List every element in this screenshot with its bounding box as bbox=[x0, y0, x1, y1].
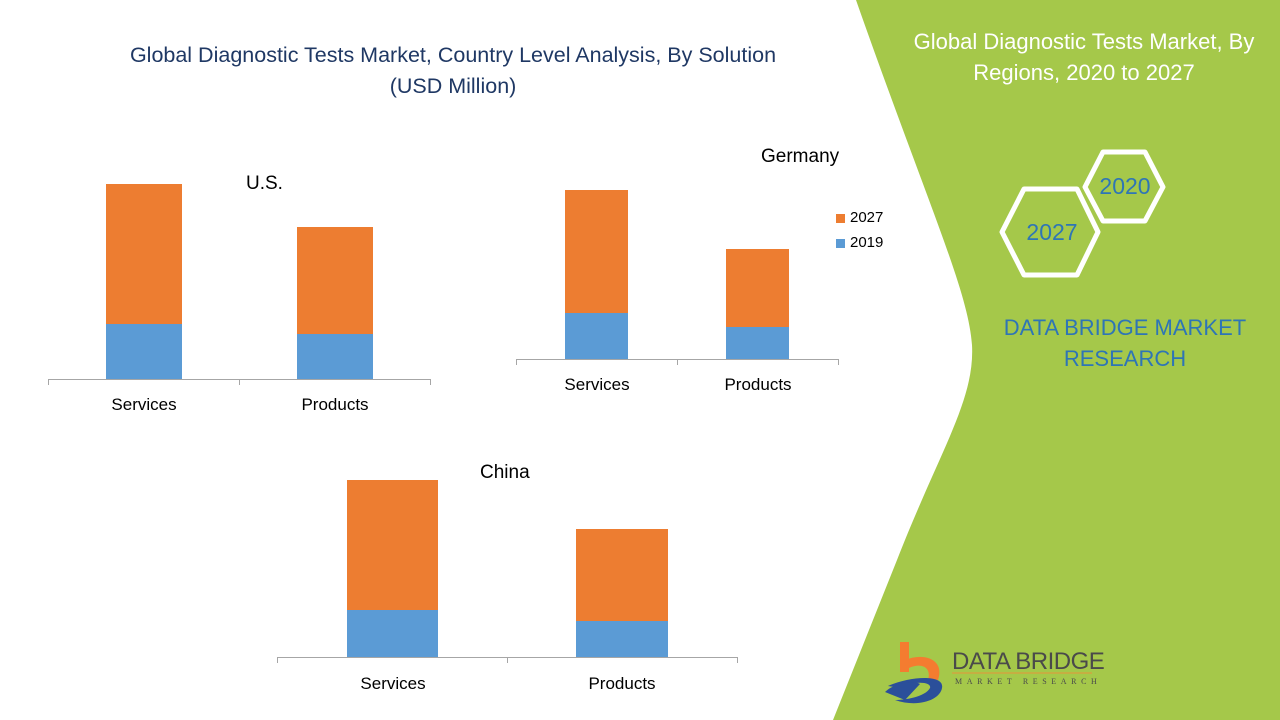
category-label: Services bbox=[360, 674, 426, 693]
axis-tick bbox=[430, 379, 431, 385]
bar-china-services-2019 bbox=[347, 610, 438, 657]
side-panel-title: Global Diagnostic Tests Market, By Regio… bbox=[913, 29, 1255, 85]
bar-china-products-2027 bbox=[576, 529, 668, 621]
brand-name: DATA BRIDGE MARKET RESEARCH bbox=[1003, 315, 1247, 371]
chart-title-germany: Germany bbox=[761, 146, 840, 167]
bar-germany-services-2027 bbox=[565, 190, 628, 313]
legend-swatch-2019 bbox=[836, 239, 845, 248]
bar-us-products-2027 bbox=[297, 227, 373, 334]
legend-label-2027: 2027 bbox=[850, 209, 884, 226]
bar-us-services-2027 bbox=[106, 184, 182, 324]
bar-china-products-2019 bbox=[576, 621, 668, 657]
hexagon-2027-outline bbox=[999, 186, 1101, 278]
logo-mark-icon bbox=[885, 642, 943, 704]
axis-tick bbox=[677, 359, 678, 365]
chart-title-china: China bbox=[480, 462, 530, 483]
axis-tick bbox=[737, 657, 738, 663]
legend-swatch-2027 bbox=[836, 214, 845, 223]
hexagon-2027-label: 2027 bbox=[1026, 219, 1078, 245]
bar-germany-services-2019 bbox=[565, 313, 628, 359]
chart-title-us: U.S. bbox=[246, 173, 283, 194]
axis-tick bbox=[277, 657, 278, 663]
category-label: Services bbox=[564, 375, 630, 394]
bar-germany-products-2019 bbox=[726, 327, 789, 359]
legend-label-2019: 2019 bbox=[850, 234, 884, 251]
hexagon-2020-outline bbox=[1082, 149, 1166, 224]
category-label: Services bbox=[111, 395, 177, 414]
axis-tick bbox=[838, 359, 839, 365]
axis-tick bbox=[507, 657, 508, 663]
logo-name: DATA BRIDGE bbox=[952, 648, 1105, 675]
axis-tick bbox=[516, 359, 517, 365]
axis-tick bbox=[239, 379, 240, 385]
hexagon-2020-label: 2020 bbox=[1099, 173, 1151, 199]
main-title: Global Diagnostic Tests Market, Country … bbox=[129, 43, 777, 98]
category-label: Products bbox=[301, 395, 369, 414]
category-label: Products bbox=[724, 375, 792, 394]
bar-us-products-2019 bbox=[297, 334, 373, 379]
bar-germany-products-2027 bbox=[726, 249, 789, 327]
bar-us-services-2019 bbox=[106, 324, 182, 379]
logo-tagline: MARKET RESEARCH bbox=[955, 677, 1102, 686]
bar-china-services-2027 bbox=[347, 480, 438, 610]
category-label: Products bbox=[588, 674, 656, 693]
axis-tick bbox=[48, 379, 49, 385]
